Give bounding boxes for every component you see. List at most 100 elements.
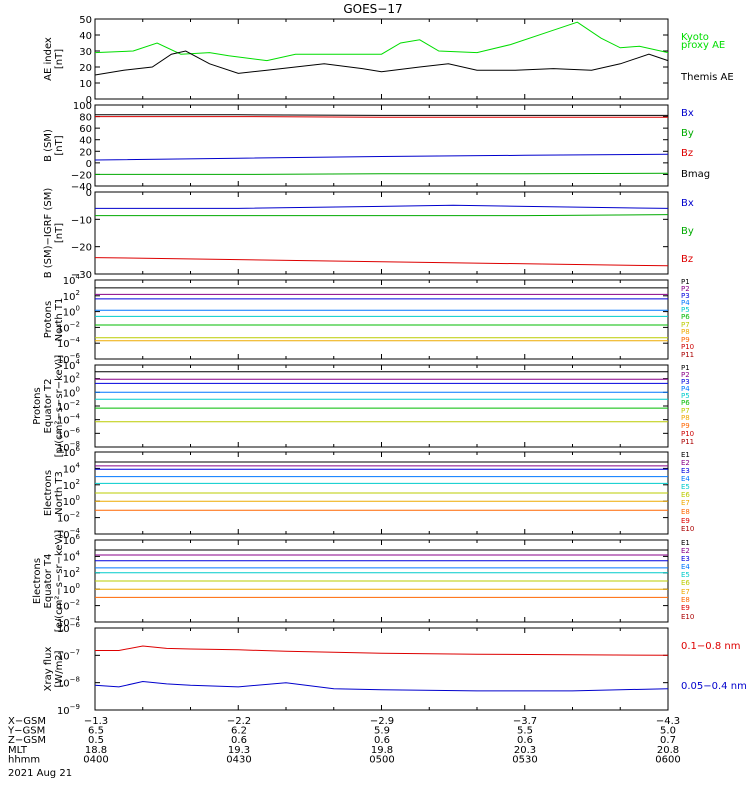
y-tick-label: 0 [86, 159, 92, 170]
y-tick-label: 10−2 [57, 399, 80, 413]
legend-entry: E10 [681, 613, 694, 621]
y-tick-label: 30 [79, 47, 92, 58]
y-tick-label: 10−6 [57, 621, 81, 635]
legend-entry: E1 [681, 451, 690, 459]
y-tick-label: 100 [63, 582, 80, 596]
x-row-value: −2.2 [227, 716, 251, 727]
legend-entry: Bz [681, 148, 693, 159]
y-tick-label: 104 [63, 273, 81, 287]
y-tick-label: 106 [63, 445, 81, 459]
x-axis-table: X−GSM −1.3 −2.2 −2.9 −3.7 −4.3 Y−GSM 6.5 6.2 5.9 5… [7, 716, 681, 779]
y-axis-label: [nT] [54, 135, 65, 155]
x-row-value: 20.3 [514, 745, 536, 756]
legend-entry: Bx [681, 198, 694, 209]
y-axis-label: North T3 [54, 471, 65, 515]
y-axis-label: B (SM) [43, 129, 54, 162]
y-tick-label: −40 [71, 182, 92, 193]
y-tick-label: 10−2 [57, 511, 80, 525]
y-tick-label: 10−2 [57, 599, 80, 613]
legend-entry: E3 [681, 467, 690, 475]
y-tick-label: 0 [86, 95, 92, 106]
y-axis-label: AE index [43, 37, 54, 81]
legend-entry: By [681, 128, 694, 139]
y-tick-label: −20 [71, 243, 92, 254]
x-row-label: MLT [8, 745, 28, 756]
y-axis-label: [e/(cm²−s−sr−keV)] [54, 530, 65, 633]
y-tick-label: 20 [79, 63, 92, 74]
y-tick-label: 10−4 [57, 336, 81, 350]
legend-entry: E5 [681, 571, 690, 579]
legend-entry: E10 [681, 525, 694, 533]
y-tick-label: 100 [63, 385, 80, 399]
y-tick-label: 10−7 [57, 648, 80, 662]
legend-entry: P11 [681, 351, 694, 359]
legend-entry: P4 [681, 385, 690, 393]
y-tick-label: 10−8 [57, 676, 80, 690]
legend-entry: P10 [681, 343, 694, 351]
plot-frame [94, 627, 669, 711]
x-row-value: −3.7 [513, 716, 537, 727]
y-tick-label: 10−4 [57, 615, 81, 629]
legend-entry: P9 [681, 336, 690, 344]
x-row-value: 0.6 [231, 735, 247, 746]
legend-entry: E9 [681, 517, 690, 525]
x-row-value: 0.6 [517, 735, 533, 746]
y-axis-label: Equator T4 [43, 554, 54, 609]
legend-entry: E7 [681, 499, 690, 507]
legend-entry: E1 [681, 539, 690, 547]
x-row-label: Y−GSM [7, 726, 45, 737]
legend-entry: P2 [681, 285, 690, 293]
x-row-value: 20.8 [657, 745, 679, 756]
legend-entry: P1 [681, 364, 690, 372]
x-row-value: 6.2 [231, 726, 247, 737]
y-axis-label: Protons [43, 301, 54, 338]
y-tick-label: 50 [79, 15, 92, 26]
y-axis-label: B (SM)−IGRF (SM) [43, 188, 54, 279]
y-tick-label: 0 [86, 188, 92, 199]
series-line [94, 257, 669, 267]
legend-entry: P6 [681, 313, 690, 321]
y-axis-label: Electrons [43, 470, 54, 516]
x-row-label: X−GSM [8, 716, 46, 727]
x-row-value: 18.8 [85, 745, 107, 756]
y-tick-label: 10−8 [57, 440, 80, 454]
y-axis-label: [W/m2] [54, 650, 65, 687]
x-row-value: 0.6 [374, 735, 390, 746]
x-row-value: 0400 [83, 754, 108, 765]
legend-entry: E5 [681, 483, 690, 491]
x-row-value: 19.8 [371, 745, 393, 756]
series-line [95, 214, 669, 217]
x-row-value: 0530 [512, 754, 537, 765]
series-line [95, 204, 669, 209]
legend-entry: 0.05−0.4 nm [681, 681, 747, 692]
legend-entry: P8 [681, 414, 690, 422]
panel-bigrf: −30 −20 −10 0 B (SM)−IGRF (SM) [nT] Bx By Bz [43, 188, 694, 281]
y-tick-label: 10−9 [57, 703, 80, 717]
date-label: 2021 Aug 21 [8, 768, 72, 779]
x-row-value: 0430 [226, 754, 251, 765]
x-row-label: Z−GSM [8, 735, 46, 746]
figure-title: GOES−17 [343, 2, 402, 16]
y-axis-label: Xray flux [43, 647, 54, 692]
legend-entry: P7 [681, 407, 690, 415]
series-line [95, 116, 668, 118]
y-axis-label: Protons [32, 387, 43, 424]
y-tick-label: 102 [63, 478, 80, 492]
y-axis-label: [p/(cm²−s−sr−keV)] [54, 355, 65, 458]
legend-entry: proxy AE [681, 40, 725, 51]
x-row-value: −4.3 [656, 716, 680, 727]
legend-entry: P2 [681, 371, 690, 379]
y-tick-label: 10−4 [57, 527, 81, 541]
legend-entry: Bmag [681, 169, 710, 180]
y-tick-label: 10−6 [57, 426, 81, 440]
y-tick-label: 104 [63, 461, 81, 475]
plot-frame [94, 364, 669, 448]
y-tick-label: 102 [63, 372, 80, 386]
legend-entry: P8 [681, 328, 690, 336]
legend-entry: P4 [681, 299, 690, 307]
legend-entry: E8 [681, 508, 690, 516]
y-tick-label: 10−4 [57, 413, 81, 427]
